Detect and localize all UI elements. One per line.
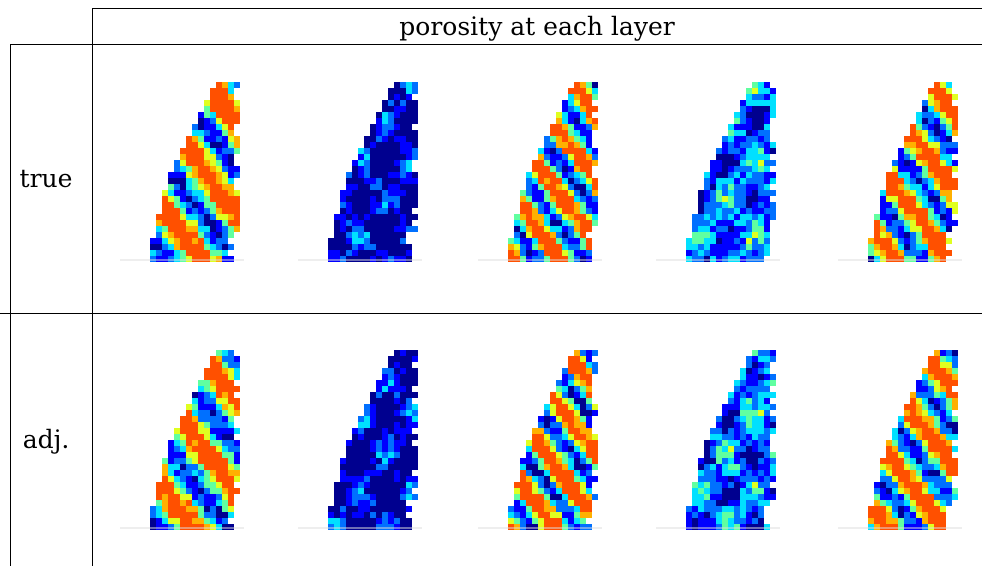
porosity-map-adj-layer-4 [656, 350, 780, 530]
porosity-map-adj-layer-5 [838, 350, 962, 530]
porosity-map-true-layer-1 [120, 82, 244, 262]
row-label-adjusted: adj. [22, 425, 70, 454]
porosity-map-adj-layer-3 [478, 350, 602, 530]
row-label-true: true [19, 164, 73, 193]
porosity-map-adj-layer-2 [298, 350, 422, 530]
left-table-rule [10, 44, 11, 566]
porosity-map-true-layer-4 [656, 82, 780, 262]
table-header: porosity at each layer [399, 11, 675, 41]
porosity-map-true-layer-5 [838, 82, 962, 262]
label-column-rule-header [92, 8, 93, 44]
row-separator-rule [0, 313, 982, 314]
label-column-rule [92, 44, 93, 566]
porosity-map-adj-layer-1 [120, 350, 244, 530]
porosity-map-true-layer-3 [478, 82, 602, 262]
porosity-map-true-layer-2 [298, 82, 422, 262]
header-bottom-rule [10, 44, 982, 45]
table-top-rule [92, 8, 982, 9]
